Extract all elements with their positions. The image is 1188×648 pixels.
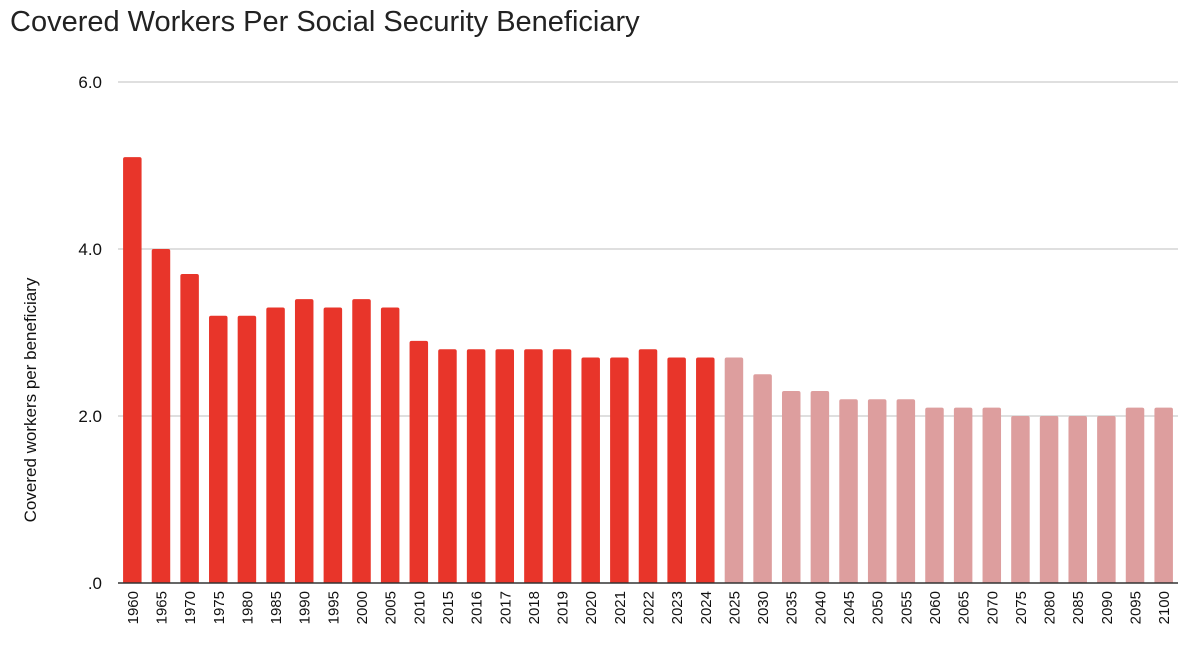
bar-2090 — [1097, 416, 1116, 583]
bar-2018 — [524, 349, 543, 583]
bar-2015 — [438, 349, 457, 583]
bar-2023 — [667, 357, 686, 583]
bar-1965 — [151, 249, 171, 583]
x-tick-label: 2040 — [812, 591, 829, 624]
bar-2019 — [552, 349, 572, 583]
bar-2024 — [696, 357, 715, 583]
x-tick-label: 2090 — [1099, 591, 1116, 624]
x-tick-label: 2005 — [383, 591, 400, 624]
bar-2055 — [896, 399, 916, 583]
x-tick-label: 2020 — [583, 591, 600, 624]
bar-2075 — [1011, 416, 1030, 583]
y-tick-label: 6.0 — [78, 73, 102, 92]
bar-2040 — [810, 390, 830, 583]
x-tick-label: 2085 — [1070, 591, 1087, 624]
x-tick-label: 2050 — [870, 591, 887, 624]
x-tick-label: 2024 — [698, 591, 715, 624]
bar-2085 — [1068, 416, 1087, 583]
bar-2021 — [610, 357, 629, 583]
x-tick-label: 1975 — [211, 591, 228, 624]
bar-1995 — [323, 307, 343, 583]
x-tick-label: 2095 — [1128, 591, 1145, 624]
bar-2025 — [724, 357, 744, 583]
y-tick-label: .0 — [88, 574, 102, 593]
y-tick-label: 2.0 — [78, 407, 102, 426]
bar-1990 — [294, 299, 314, 583]
bar-2016 — [466, 349, 486, 583]
bar-1970 — [180, 274, 199, 583]
bar-1980 — [237, 315, 257, 583]
x-tick-label: 2000 — [354, 591, 371, 624]
chart-title: Covered Workers Per Social Security Bene… — [10, 6, 640, 38]
bar-2065 — [953, 407, 973, 583]
x-tick-label: 2035 — [784, 591, 801, 624]
bar-2020 — [581, 357, 600, 583]
bar-2030 — [753, 374, 772, 583]
x-tick-label: 1995 — [325, 591, 342, 624]
x-tick-label: 2018 — [526, 591, 543, 624]
x-tick-label: 2055 — [898, 591, 915, 624]
x-tick-label: 2019 — [555, 591, 572, 624]
x-tick-label: 2070 — [984, 591, 1001, 624]
bar-2035 — [781, 390, 801, 583]
x-tick-label: 2022 — [641, 591, 658, 624]
bar-2022 — [638, 349, 658, 583]
x-tick-label: 1985 — [268, 591, 285, 624]
x-tick-label: 2010 — [411, 591, 428, 624]
bar-2010 — [409, 340, 429, 583]
bar-2000 — [352, 299, 371, 583]
x-tick-label: 2065 — [956, 591, 973, 624]
bar-2017 — [495, 349, 515, 583]
x-tick-label: 2021 — [612, 591, 629, 624]
bar-1960 — [123, 157, 142, 583]
x-tick-label: 2045 — [841, 591, 858, 624]
bar-2095 — [1125, 407, 1145, 583]
x-tick-label: 2060 — [927, 591, 944, 624]
x-tick-label: 2017 — [497, 591, 514, 624]
bar-2050 — [867, 399, 887, 583]
x-tick-labels: 1960 1965 1970 1975 1980 1985 1990 1995 2000 2005… — [125, 591, 1173, 624]
bar-2005 — [380, 307, 400, 583]
x-tick-label: 1965 — [153, 591, 170, 624]
x-tick-label: 2030 — [755, 591, 772, 624]
x-tick-label: 2100 — [1156, 591, 1173, 624]
x-tick-label: 2016 — [469, 591, 486, 624]
bar-2100 — [1154, 407, 1173, 583]
y-axis-label: Covered workers per beneficiary — [21, 277, 40, 522]
bar-1975 — [209, 315, 228, 583]
x-tick-label: 2075 — [1013, 591, 1030, 624]
x-tick-label: 1980 — [239, 591, 256, 624]
x-tick-label: 2025 — [726, 591, 743, 624]
x-tick-label: 1990 — [297, 591, 314, 624]
bar-2045 — [839, 399, 858, 583]
x-tick-label: 2015 — [440, 591, 457, 624]
bar-2070 — [982, 407, 1002, 583]
bar-2080 — [1039, 416, 1059, 583]
x-tick-label: 1960 — [125, 591, 142, 624]
x-tick-label: 2080 — [1042, 591, 1059, 624]
y-tick-label: 4.0 — [78, 240, 102, 259]
x-tick-label: 2023 — [669, 591, 686, 624]
x-tick-label: 1970 — [182, 591, 199, 624]
bar-1985 — [266, 307, 285, 583]
bars — [123, 157, 1173, 583]
y-tick-labels: .0 2.0 4.0 6.0 — [78, 73, 102, 593]
bar-2060 — [925, 407, 944, 583]
